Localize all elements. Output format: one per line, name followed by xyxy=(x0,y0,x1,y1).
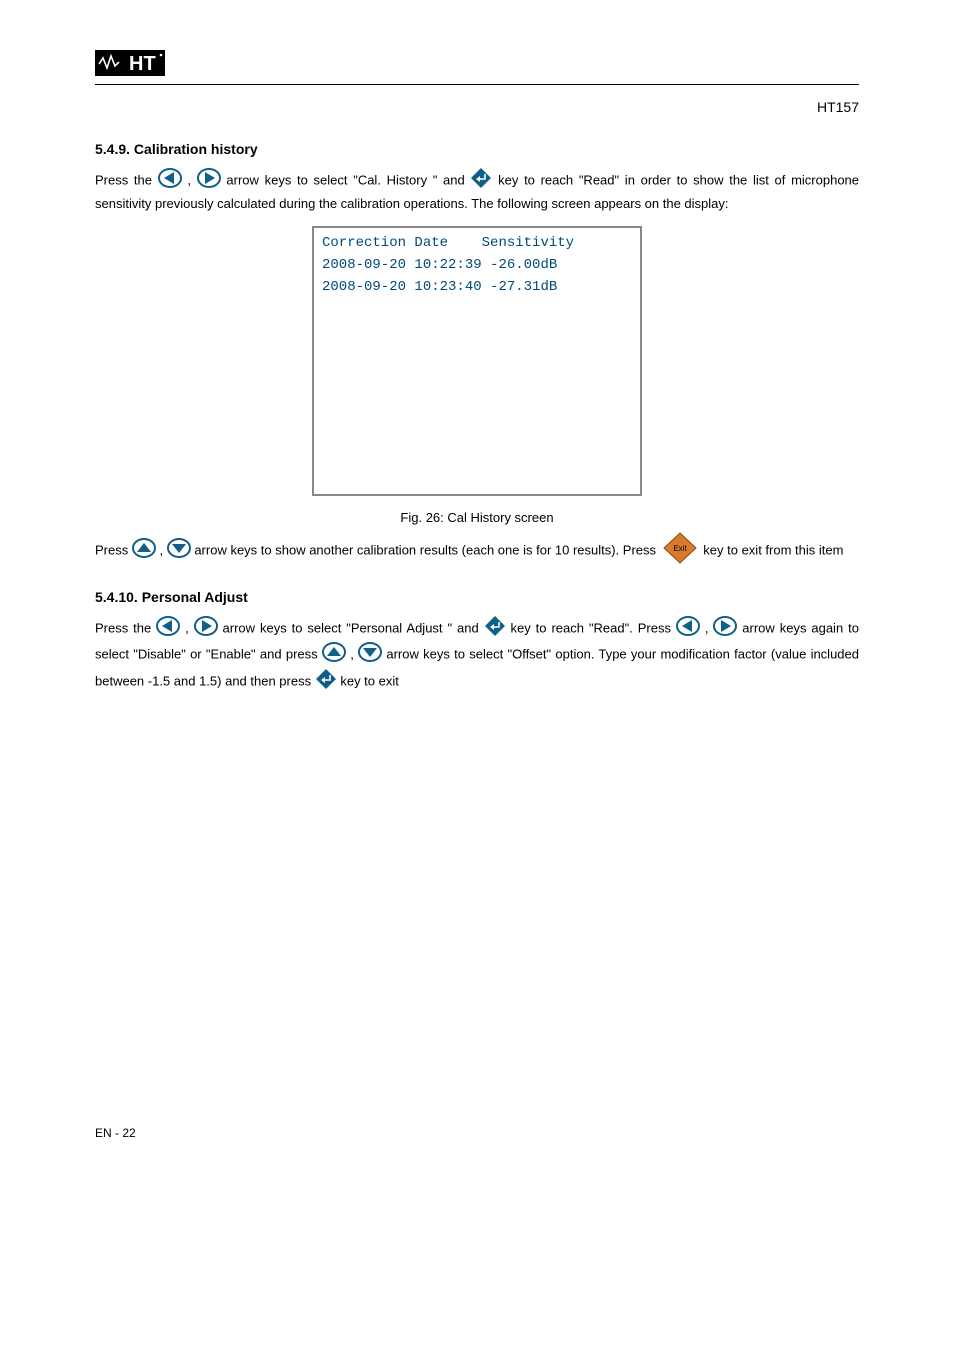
arrow-down-icon xyxy=(167,538,191,564)
arrow-right-icon xyxy=(713,616,737,642)
arrow-down-icon xyxy=(358,642,382,668)
arrow-up-icon xyxy=(322,642,346,668)
figure-caption: Fig. 26: Cal History screen xyxy=(400,510,553,525)
section-title-cal-history: 5.4.9. Calibration history xyxy=(95,141,859,157)
screenshot-figure: Correction Date Sensitivity 2008-09-20 1… xyxy=(95,226,859,525)
arrow-right-icon xyxy=(197,168,221,194)
logo: HT xyxy=(95,50,165,76)
footer: EN - 22 xyxy=(95,1126,859,1140)
enter-icon xyxy=(484,615,506,643)
enter-icon xyxy=(315,668,337,696)
header-bar: HT xyxy=(95,50,859,85)
personal-adjust-para: Press the , arrow keys to select "Person… xyxy=(95,615,859,697)
svg-text:Exit: Exit xyxy=(673,544,687,553)
arrow-left-icon xyxy=(158,168,182,194)
enter-icon xyxy=(470,167,492,195)
section-title-personal-adjust: 5.4.10. Personal Adjust xyxy=(95,589,859,605)
arrow-right-icon xyxy=(194,616,218,642)
cal-history-para1: Press the , arrow keys to select "Cal. H… xyxy=(95,167,859,214)
arrow-left-icon xyxy=(156,616,180,642)
cal-history-screen: Correction Date Sensitivity 2008-09-20 1… xyxy=(312,226,642,496)
exit-icon: Exit xyxy=(660,531,700,571)
arrow-left-icon xyxy=(676,616,700,642)
logo-text: HT xyxy=(129,53,156,75)
logo-icon: HT xyxy=(95,50,165,76)
arrow-up-icon xyxy=(132,538,156,564)
footer-page-number: EN - 22 xyxy=(95,1126,136,1140)
model-header: HT157 xyxy=(95,99,859,115)
cal-history-para2: Press , arrow keys to show another calib… xyxy=(95,531,859,571)
